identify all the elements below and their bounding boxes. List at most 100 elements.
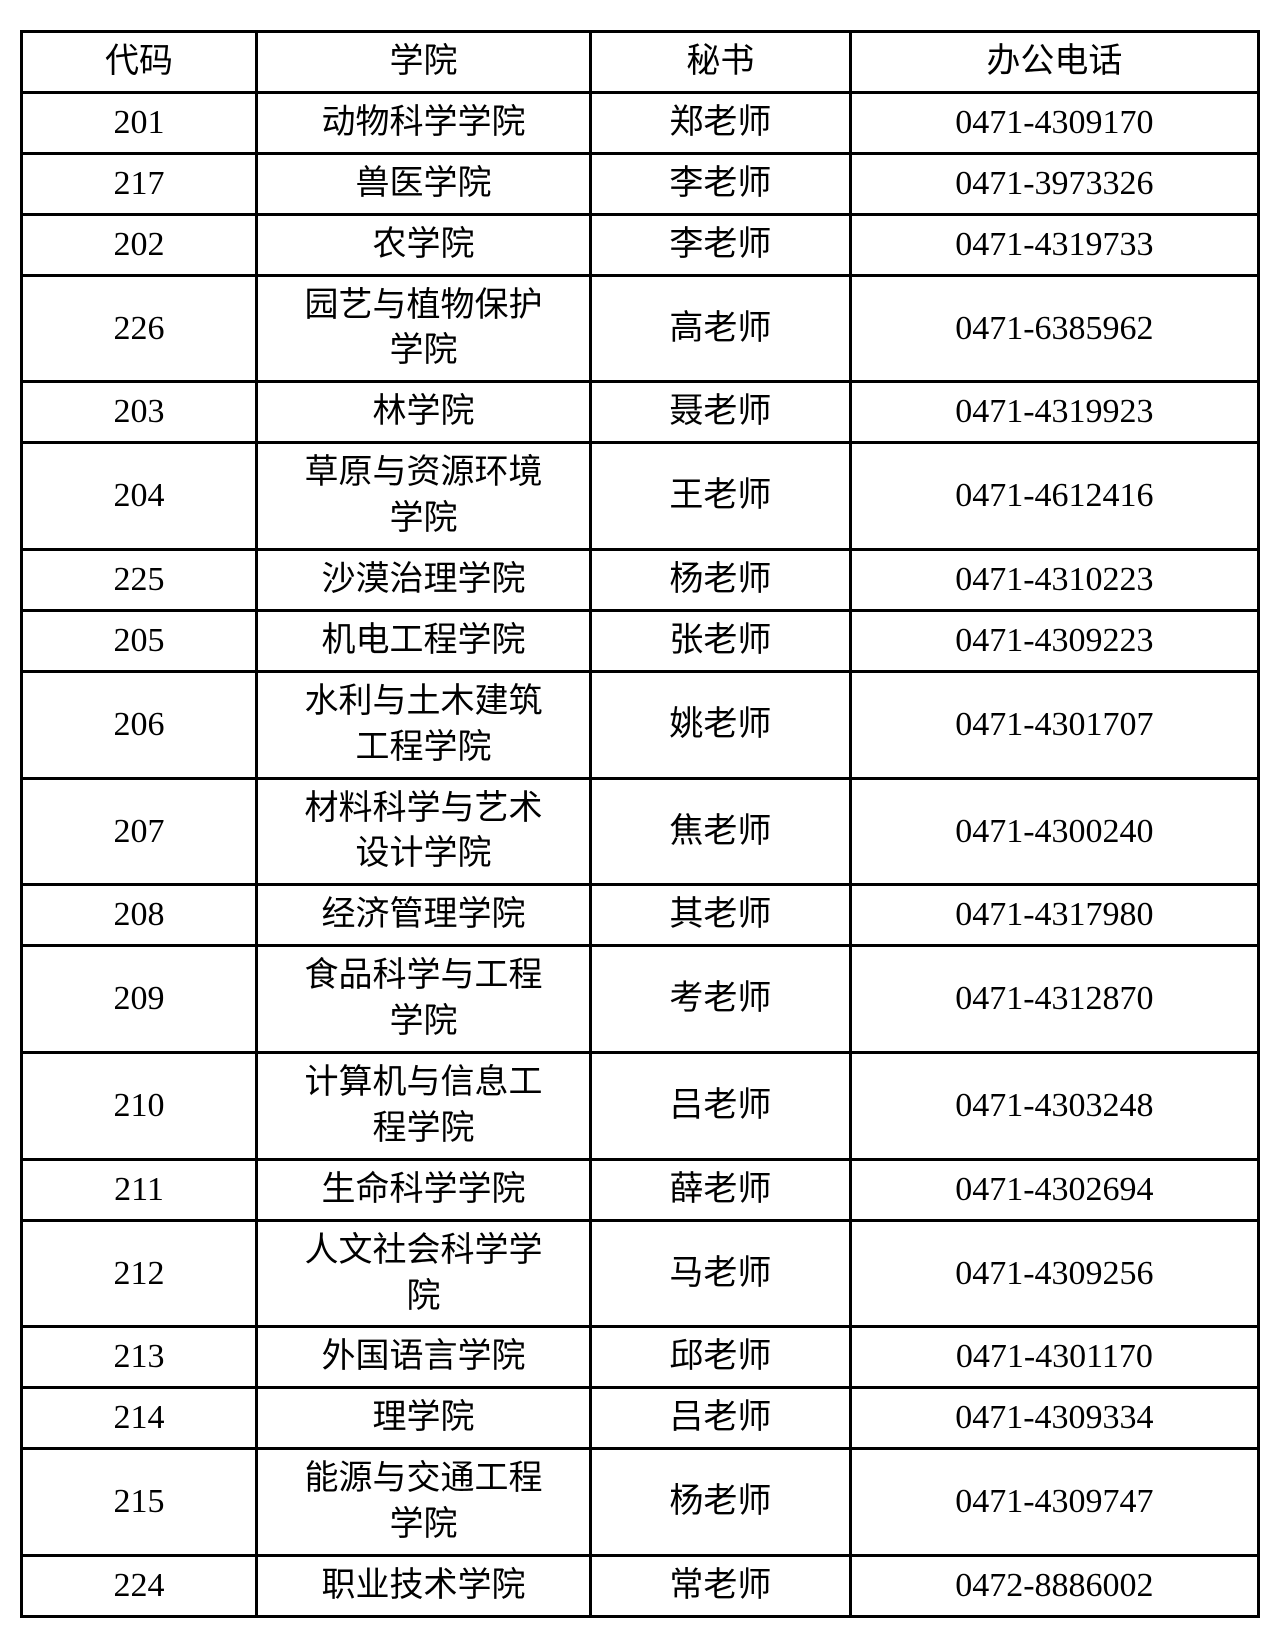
cell-college: 人文社会科学学院 [257,1220,591,1327]
cell-code: 224 [22,1556,257,1617]
cell-code: 201 [22,92,257,153]
cell-college: 农学院 [257,214,591,275]
cell-code: 213 [22,1327,257,1388]
cell-college: 园艺与植物保护学院 [257,275,591,382]
cell-secretary: 高老师 [591,275,851,382]
cell-code: 225 [22,550,257,611]
cell-code: 209 [22,946,257,1053]
table-row: 224职业技术学院常老师0472-8886002 [22,1556,1259,1617]
cell-phone: 0471-4309334 [850,1388,1258,1449]
cell-phone: 0471-4309747 [850,1449,1258,1556]
cell-secretary: 杨老师 [591,550,851,611]
cell-secretary: 常老师 [591,1556,851,1617]
cell-code: 212 [22,1220,257,1327]
cell-secretary: 李老师 [591,214,851,275]
cell-college: 经济管理学院 [257,885,591,946]
cell-secretary: 李老师 [591,153,851,214]
table-header-row: 代码 学院 秘书 办公电话 [22,32,1259,93]
cell-phone: 0471-4319923 [850,382,1258,443]
cell-secretary: 聂老师 [591,382,851,443]
cell-college: 水利与土木建筑工程学院 [257,671,591,778]
directory-table: 代码 学院 秘书 办公电话 201动物科学学院郑老师0471-430917021… [20,30,1260,1618]
cell-college: 生命科学学院 [257,1159,591,1220]
table-row: 213外国语言学院邱老师0471-4301170 [22,1327,1259,1388]
cell-code: 205 [22,610,257,671]
cell-college: 草原与资源环境学院 [257,443,591,550]
cell-phone: 0472-8886002 [850,1556,1258,1617]
cell-college: 理学院 [257,1388,591,1449]
table-header: 代码 学院 秘书 办公电话 [22,32,1259,93]
cell-phone: 0471-4303248 [850,1053,1258,1160]
table-row: 204草原与资源环境学院王老师0471-4612416 [22,443,1259,550]
header-college: 学院 [257,32,591,93]
table-row: 226园艺与植物保护学院高老师0471-6385962 [22,275,1259,382]
header-code: 代码 [22,32,257,93]
table-row: 201动物科学学院郑老师0471-4309170 [22,92,1259,153]
cell-phone: 0471-4302694 [850,1159,1258,1220]
table-row: 209食品科学与工程学院考老师0471-4312870 [22,946,1259,1053]
cell-college: 外国语言学院 [257,1327,591,1388]
table-row: 202农学院李老师0471-4319733 [22,214,1259,275]
cell-code: 204 [22,443,257,550]
cell-phone: 0471-4310223 [850,550,1258,611]
cell-code: 211 [22,1159,257,1220]
table-row: 212人文社会科学学院马老师0471-4309256 [22,1220,1259,1327]
table-row: 217兽医学院李老师0471-3973326 [22,153,1259,214]
table-row: 207材料科学与艺术设计学院焦老师0471-4300240 [22,778,1259,885]
table-row: 215能源与交通工程学院杨老师0471-4309747 [22,1449,1259,1556]
header-phone: 办公电话 [850,32,1258,93]
cell-phone: 0471-4312870 [850,946,1258,1053]
cell-code: 207 [22,778,257,885]
cell-code: 203 [22,382,257,443]
cell-phone: 0471-3973326 [850,153,1258,214]
cell-phone: 0471-4612416 [850,443,1258,550]
table-row: 210计算机与信息工程学院吕老师0471-4303248 [22,1053,1259,1160]
cell-phone: 0471-4309223 [850,610,1258,671]
cell-college: 计算机与信息工程学院 [257,1053,591,1160]
cell-phone: 0471-4301170 [850,1327,1258,1388]
cell-code: 217 [22,153,257,214]
cell-phone: 0471-4301707 [850,671,1258,778]
table-row: 205机电工程学院张老师0471-4309223 [22,610,1259,671]
table-row: 211生命科学学院薛老师0471-4302694 [22,1159,1259,1220]
cell-college: 林学院 [257,382,591,443]
cell-secretary: 姚老师 [591,671,851,778]
cell-secretary: 张老师 [591,610,851,671]
cell-code: 214 [22,1388,257,1449]
table-row: 203林学院聂老师0471-4319923 [22,382,1259,443]
cell-secretary: 马老师 [591,1220,851,1327]
table-row: 208经济管理学院其老师0471-4317980 [22,885,1259,946]
table-row: 214理学院吕老师0471-4309334 [22,1388,1259,1449]
cell-secretary: 吕老师 [591,1053,851,1160]
header-secretary: 秘书 [591,32,851,93]
cell-code: 202 [22,214,257,275]
cell-college: 食品科学与工程学院 [257,946,591,1053]
cell-phone: 0471-4317980 [850,885,1258,946]
cell-secretary: 郑老师 [591,92,851,153]
cell-secretary: 邱老师 [591,1327,851,1388]
cell-secretary: 考老师 [591,946,851,1053]
cell-secretary: 杨老师 [591,1449,851,1556]
cell-secretary: 吕老师 [591,1388,851,1449]
cell-phone: 0471-4319733 [850,214,1258,275]
cell-code: 206 [22,671,257,778]
table-row: 225沙漠治理学院杨老师0471-4310223 [22,550,1259,611]
cell-code: 208 [22,885,257,946]
cell-college: 沙漠治理学院 [257,550,591,611]
cell-phone: 0471-4309256 [850,1220,1258,1327]
cell-secretary: 薛老师 [591,1159,851,1220]
cell-college: 兽医学院 [257,153,591,214]
cell-college: 职业技术学院 [257,1556,591,1617]
cell-college: 动物科学学院 [257,92,591,153]
cell-secretary: 王老师 [591,443,851,550]
cell-college: 材料科学与艺术设计学院 [257,778,591,885]
cell-college: 机电工程学院 [257,610,591,671]
cell-code: 210 [22,1053,257,1160]
cell-secretary: 其老师 [591,885,851,946]
table-body: 201动物科学学院郑老师0471-4309170217兽医学院李老师0471-3… [22,92,1259,1616]
cell-college: 能源与交通工程学院 [257,1449,591,1556]
cell-phone: 0471-4309170 [850,92,1258,153]
cell-secretary: 焦老师 [591,778,851,885]
cell-phone: 0471-4300240 [850,778,1258,885]
cell-phone: 0471-6385962 [850,275,1258,382]
